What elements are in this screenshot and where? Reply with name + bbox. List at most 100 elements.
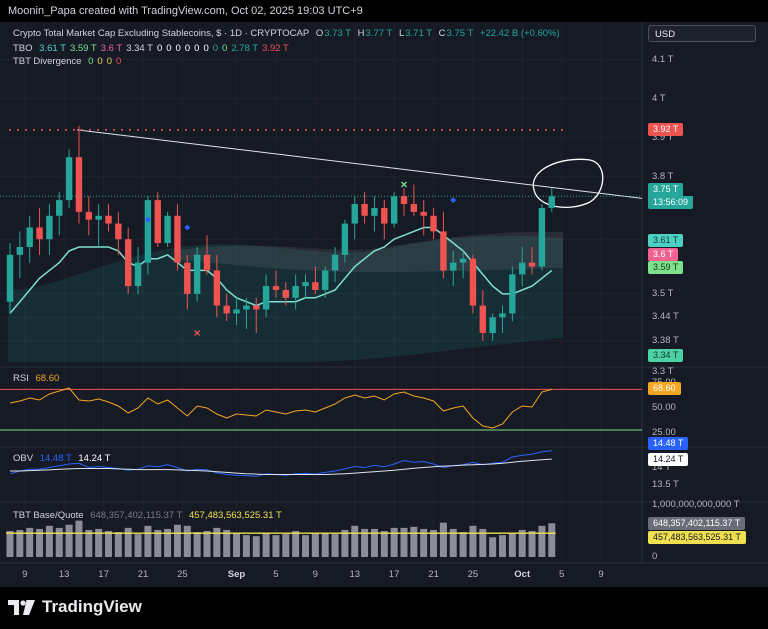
tbt-bar — [400, 527, 408, 557]
dotted-level — [217, 128, 219, 131]
rsi-tick-label: 25.00 — [652, 427, 676, 438]
overlay-lines — [0, 128, 643, 314]
dotted-level — [113, 128, 115, 131]
price-tag-countdown: 13:56:09 — [648, 196, 694, 210]
time-tick-label: 21 — [428, 569, 439, 580]
dotted-level — [153, 128, 155, 131]
time-tick-label: 13 — [349, 569, 361, 580]
tbt-value-tag: 648,357,402,115.37 T — [648, 517, 746, 531]
candle-body — [213, 270, 221, 306]
candle-body — [519, 262, 526, 275]
time-tick-label: 5 — [273, 569, 279, 580]
dotted-level — [433, 128, 435, 131]
price-tick-label: 3.3 T — [652, 366, 674, 377]
dotted-level — [289, 128, 291, 131]
divergence-value: 0 — [97, 56, 103, 67]
candle-body — [351, 204, 358, 224]
candle-body — [223, 305, 230, 314]
obv-legend: OBV 14.48 T 14.24 T — [13, 453, 114, 464]
dotted-level — [273, 128, 275, 131]
candle-body — [26, 227, 33, 248]
obv-ma-value: 14.24 T — [78, 453, 111, 464]
close-value: 3.75 T — [446, 28, 474, 39]
tradingview-logo-icon — [8, 599, 35, 615]
dotted-level — [73, 128, 75, 131]
tbt-bar — [164, 528, 172, 557]
obv-tick-label: 14 T — [652, 461, 671, 473]
tbo-value: 3.61 T — [39, 43, 66, 54]
dotted-level — [9, 128, 11, 131]
change-value: +22.42 B (+0.60%) — [479, 28, 560, 39]
tbt-bar — [6, 531, 14, 557]
dotted-level — [249, 128, 251, 131]
dotted-level — [553, 128, 555, 131]
dotted-level — [41, 128, 43, 131]
dotted-level — [497, 128, 499, 131]
dotted-level — [481, 128, 483, 131]
price-tick-label: 3.8 T — [652, 170, 674, 182]
tbt-avg-value-tag: 457,483,563,525.31 T — [648, 531, 746, 545]
diamond-marker — [144, 216, 151, 223]
tbt-bar — [213, 527, 221, 557]
dotted-level — [345, 128, 347, 131]
candle-body — [548, 196, 555, 208]
candle-body — [56, 200, 63, 216]
tbt-bar — [430, 529, 438, 557]
candle-body — [322, 270, 329, 290]
candle-body — [262, 286, 270, 310]
price-tag-tbo-fast: 3.61 T — [648, 234, 684, 248]
dotted-level — [377, 128, 379, 131]
tbt-bar — [134, 534, 142, 557]
tbt-bar — [341, 529, 349, 557]
divergence-value: 0 — [88, 56, 94, 67]
time-tick-label: Sep — [227, 569, 246, 580]
candle-body — [253, 305, 260, 310]
high-label: H — [357, 28, 365, 39]
tbt-bar — [272, 535, 280, 557]
candle-body — [371, 207, 378, 216]
dotted-level — [225, 128, 227, 131]
dotted-level — [489, 128, 491, 131]
dotted-level — [17, 128, 19, 131]
dotted-level — [201, 128, 203, 131]
obv-value: 14.48 T — [39, 453, 72, 464]
candle-body — [125, 239, 132, 287]
dotted-level — [57, 128, 59, 131]
dotted-level — [561, 128, 563, 131]
dotted-level — [353, 128, 355, 131]
tbt-bar — [469, 525, 477, 557]
currency-button[interactable]: USD — [648, 25, 756, 42]
dotted-level — [313, 128, 315, 131]
tbo-cloud-band — [180, 231, 563, 273]
dotted-level — [361, 128, 363, 131]
price-tick-label: 3.44 T — [652, 311, 679, 323]
rsi-legend: RSI 68.60 — [13, 373, 63, 384]
dotted-level — [449, 128, 451, 131]
tbt-bar — [26, 527, 34, 557]
dotted-level — [401, 128, 403, 131]
candle-body — [499, 313, 506, 318]
tbt-bar — [420, 528, 428, 557]
dotted-level — [537, 128, 539, 131]
candle-body — [509, 274, 516, 314]
dotted-level — [241, 128, 243, 131]
candle-body — [184, 262, 191, 294]
chart-frame[interactable] — [0, 22, 768, 587]
tbt-bar — [233, 533, 241, 557]
tradingview-logo[interactable]: TradingView — [8, 597, 142, 617]
tbt-bar — [173, 524, 181, 557]
dotted-level — [257, 128, 259, 131]
candle-body — [134, 262, 142, 287]
price-tag-tbo-pink: 3.6 T — [648, 247, 679, 261]
tbo-value: 0 — [203, 43, 209, 54]
time-tick-label: 17 — [98, 569, 109, 580]
obv-ma-line — [10, 458, 552, 475]
dotted-level — [457, 128, 459, 131]
candle-body — [65, 157, 73, 201]
tbt-bar — [154, 529, 162, 557]
dotted-level — [161, 128, 163, 131]
obv-label: OBV — [13, 453, 34, 464]
candle-body — [489, 317, 496, 333]
time-tick-label: 13 — [58, 569, 70, 580]
